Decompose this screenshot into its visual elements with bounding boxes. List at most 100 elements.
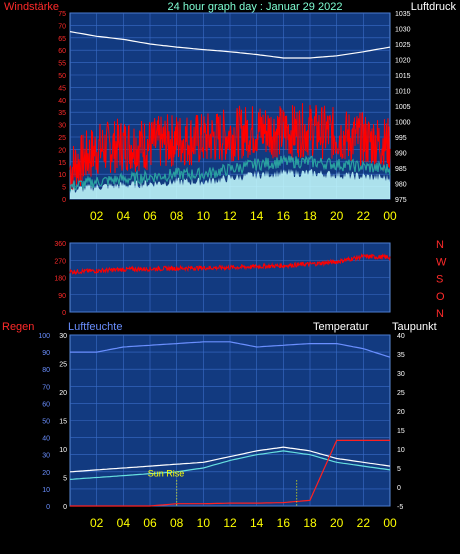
chart-title: 24 hour graph day : Januar 29 2022 [168, 1, 343, 13]
gust-series-line [69, 103, 391, 191]
humidity-tick-label: 20 [42, 470, 50, 477]
time-tick-label: 20 [330, 209, 344, 223]
wind-average-area [70, 168, 390, 199]
temperature-tick-label: 20 [397, 409, 405, 416]
time-tick-label: 14 [250, 516, 264, 530]
rain-tick-label: 30 [59, 333, 67, 340]
humidity-tick-label: 60 [42, 401, 50, 408]
time-tick-label: 00 [383, 209, 397, 223]
wind-tick-label: 60 [58, 48, 66, 55]
time-tick-label: 04 [117, 516, 131, 530]
rain-tick-label: 20 [59, 390, 67, 397]
compass-label: S [436, 274, 443, 286]
compass-label: W [436, 256, 447, 268]
rain-axis-title: Regen [2, 321, 34, 333]
time-tick-label: 08 [170, 516, 184, 530]
wind-pressure-panel: 0510152025303540455055606570759759809859… [58, 11, 410, 223]
wind-axis-title: Windstärke [4, 1, 59, 13]
direction-tick-label: 180 [54, 276, 66, 283]
pressure-tick-label: 1030 [395, 27, 411, 34]
humidity-tick-label: 100 [38, 333, 50, 340]
time-tick-label: 22 [357, 209, 371, 223]
pressure-tick-label: 995 [395, 135, 407, 142]
direction-tick-label: 270 [54, 258, 66, 265]
humidity-tick-label: 70 [42, 384, 50, 391]
time-tick-label: 12 [223, 209, 237, 223]
pressure-tick-label: 990 [395, 151, 407, 158]
humidity-tick-label: 50 [42, 419, 50, 426]
humidity-tick-label: 80 [42, 367, 50, 374]
pressure-tick-label: 985 [395, 166, 407, 173]
time-tick-label: 08 [170, 209, 184, 223]
wind-tick-label: 5 [62, 185, 66, 192]
time-tick-label: 18 [303, 516, 317, 530]
humidity-tick-label: 30 [42, 453, 50, 460]
pressure-series-line [69, 31, 391, 59]
humidity-tick-label: 40 [42, 436, 50, 443]
temperature-tick-label: 35 [397, 352, 405, 359]
rain-tick-label: 0 [63, 504, 67, 511]
compass-label: N [436, 239, 444, 251]
compass-label: O [436, 291, 445, 303]
temperature-tick-label: 0 [397, 485, 401, 492]
wind-tick-label: 20 [58, 147, 66, 154]
time-tick-label: 02 [90, 209, 104, 223]
rain-humidity-temp-panel: 0102030405060708090100051015202530-50510… [38, 333, 405, 530]
temperature-tick-label: 15 [397, 428, 405, 435]
pressure-tick-label: 1020 [395, 58, 411, 65]
wind-tick-label: 50 [58, 73, 66, 80]
wind-tick-label: 40 [58, 98, 66, 105]
pressure-tick-label: 1025 [395, 42, 411, 49]
direction-tick-label: 0 [62, 310, 66, 317]
temperature-series-line [69, 446, 391, 473]
wind-tick-label: 30 [58, 123, 66, 130]
time-tick-label: 06 [143, 516, 157, 530]
wind-tick-label: 15 [58, 160, 66, 167]
dewpoint-series-line [69, 450, 391, 480]
time-tick-label: 16 [277, 209, 291, 223]
rain-tick-label: 25 [59, 362, 67, 369]
time-tick-label: 14 [250, 209, 264, 223]
time-tick-label: 12 [223, 516, 237, 530]
time-tick-label: 02 [90, 516, 104, 530]
dewpoint-axis-title: Taupunkt [392, 321, 437, 333]
time-tick-label: 00 [383, 516, 397, 530]
time-tick-label: 10 [197, 209, 211, 223]
rain-tick-label: 5 [63, 476, 67, 483]
wind-tick-label: 25 [58, 135, 66, 142]
humidity-tick-label: 90 [42, 350, 50, 357]
time-tick-label: 06 [143, 209, 157, 223]
wind-tick-label: 65 [58, 36, 66, 43]
pressure-tick-label: 1005 [395, 104, 411, 111]
rain-tick-label: 10 [59, 447, 67, 454]
wind-tick-label: 70 [58, 23, 66, 30]
pressure-tick-label: 1035 [395, 11, 411, 18]
compass-label: N [436, 308, 444, 320]
temperature-tick-label: 25 [397, 390, 405, 397]
wind-average-line [69, 154, 391, 192]
pressure-axis-title: Luftdruck [411, 1, 457, 13]
temperature-tick-label: 30 [397, 371, 405, 378]
temperature-tick-label: 10 [397, 447, 405, 454]
temperature-tick-label: 40 [397, 333, 405, 340]
wind-tick-label: 10 [58, 172, 66, 179]
wind-direction-series [69, 252, 391, 276]
humidity-tick-label: 10 [42, 487, 50, 494]
wind-tick-label: 75 [58, 11, 66, 18]
temperature-axis-title: Temperatur [313, 321, 369, 333]
pressure-tick-label: 1010 [395, 89, 411, 96]
pressure-tick-label: 975 [395, 197, 407, 204]
direction-tick-label: 360 [54, 241, 66, 248]
time-tick-label: 16 [277, 516, 291, 530]
rain-series-line [70, 439, 390, 507]
temperature-tick-label: 5 [397, 466, 401, 473]
pressure-tick-label: 1000 [395, 120, 411, 127]
time-tick-label: 04 [117, 209, 131, 223]
humidity-tick-label: 0 [46, 504, 50, 511]
wind-tick-label: 45 [58, 85, 66, 92]
wind-tick-label: 55 [58, 61, 66, 68]
time-tick-label: 18 [303, 209, 317, 223]
